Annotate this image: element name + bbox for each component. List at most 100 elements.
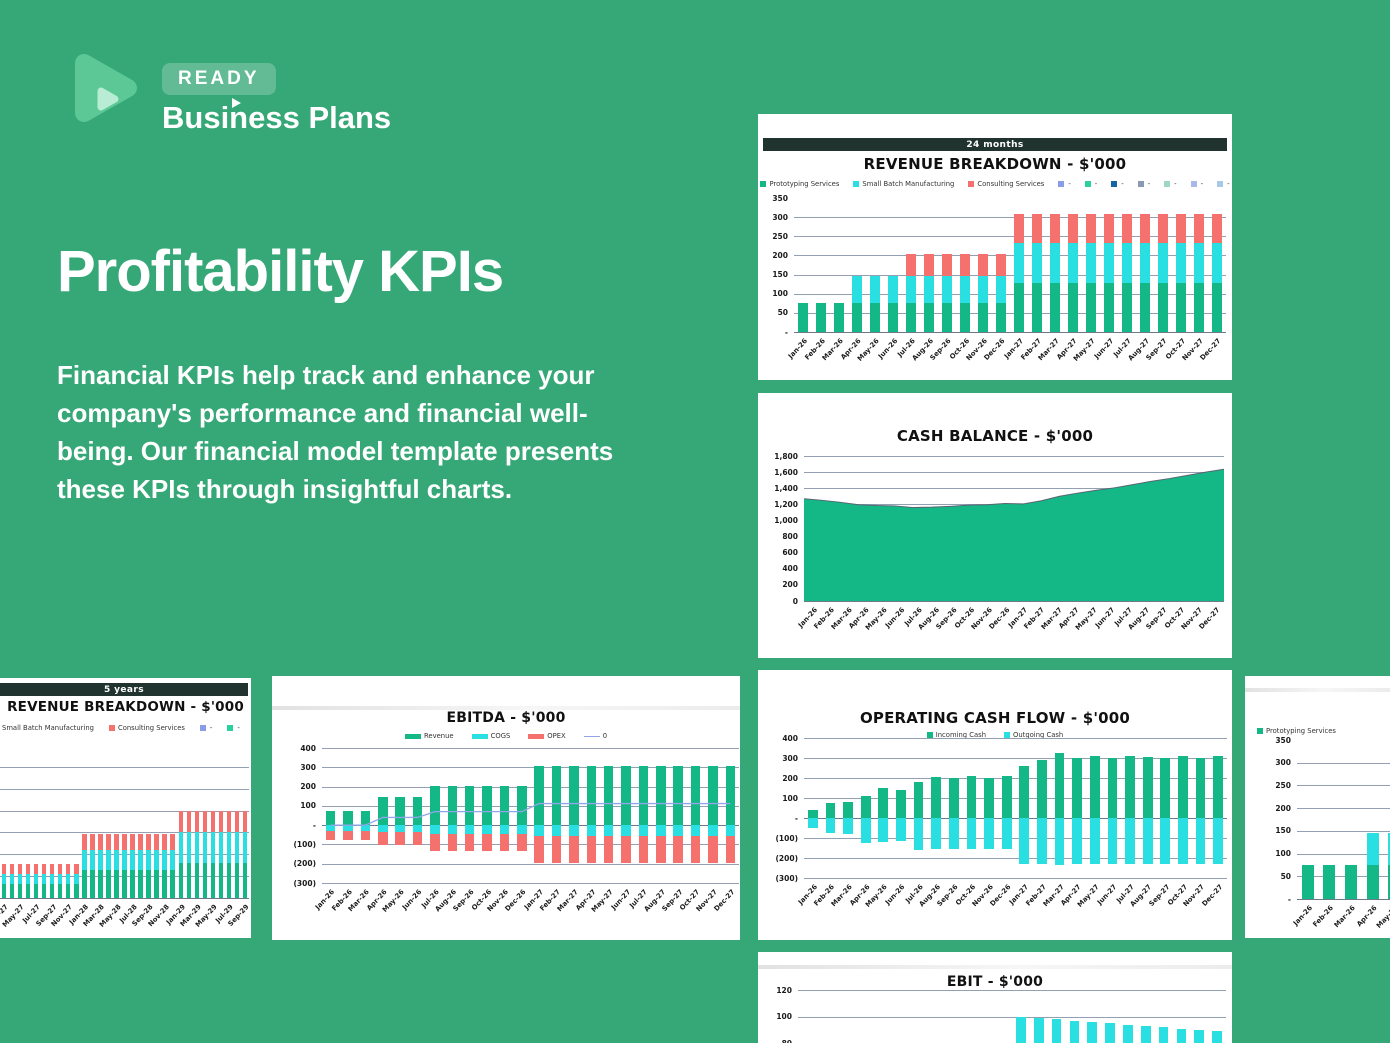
bar-segment-prototyping-services <box>50 884 55 898</box>
bar-segment-opex <box>517 834 527 852</box>
x-axis-labels: Jan-26 Feb-26 Mar-26 Apr-26 May-26 Jun-26 Jul-… <box>314 883 739 925</box>
bar-segment-small-batch-manufacturing <box>154 850 159 871</box>
legend-swatch <box>1004 732 1011 738</box>
bar-segment-small-batch-manufacturing <box>82 850 87 871</box>
grid-line: 200 <box>300 782 739 791</box>
bar-segment-cogs <box>395 825 405 832</box>
y-axis-label: 100 <box>772 289 788 299</box>
bar-segment-small-batch-manufacturing <box>1014 243 1024 283</box>
page-title: Profitability KPIs <box>57 239 504 304</box>
bar-segment-opex <box>343 830 353 840</box>
bar-segment-consulting-services <box>1050 214 1060 244</box>
bar-segment-revenue <box>638 765 649 826</box>
bar-segment-outgoing-cash <box>825 818 836 833</box>
bar-segment-prototyping-services <box>888 303 898 332</box>
bar-segment-outgoing-cash <box>1142 818 1153 864</box>
bar-segment-opex <box>464 834 475 852</box>
grid-line: 200 <box>772 251 1226 260</box>
bar-segment-consulting-services <box>1140 214 1150 244</box>
bar-segment-revenue <box>551 765 562 826</box>
bar-segment-small-batch-manufacturing <box>138 850 143 871</box>
grid-line: 300 <box>782 754 1227 763</box>
legend-swatch <box>1257 728 1263 734</box>
bar-segment-consulting-services <box>50 863 55 875</box>
y-axis-label: 150 <box>772 270 788 280</box>
grid-line: (100) <box>293 840 739 849</box>
bar-segment-consulting-services <box>74 863 79 875</box>
bar-segment-prototyping-services <box>218 862 224 898</box>
bar-segment-prototyping-services <box>816 303 826 332</box>
bar-segment-cogs <box>603 825 614 836</box>
y-axis-label: 100 <box>776 1012 792 1022</box>
legend-swatch <box>926 732 933 738</box>
y-axis-label: 0 <box>792 596 798 606</box>
bar-segment-incoming-cash <box>843 802 853 818</box>
bar-segment-prototyping-services <box>122 870 127 898</box>
y-axis-label: (100) <box>293 839 316 849</box>
bar-segment-small-batch-manufacturing <box>906 276 916 304</box>
bar-segment-opex <box>360 830 371 840</box>
bar-segment-ebit <box>1016 1016 1026 1043</box>
bar-segment-cogs <box>430 825 440 835</box>
y-axis-label: 250 <box>1275 780 1291 790</box>
legend-item-small-batch-manufacturing: Small Batch Manufacturing <box>2 724 94 732</box>
period-tag: 24 months <box>763 138 1227 151</box>
bar-segment-opex <box>482 834 492 852</box>
bar-segment-prototyping-services <box>1301 864 1314 899</box>
bar-segment-consulting-services <box>1014 214 1024 244</box>
bar-segment-small-batch-manufacturing <box>122 850 127 871</box>
x-axis-label: Jan-26 <box>1291 904 1314 928</box>
bar-segment-consulting-services <box>154 834 159 851</box>
legend-swatch <box>1058 181 1065 187</box>
bar-segment-incoming-cash <box>1001 776 1012 818</box>
chart-plot: 120 100 80 <box>776 986 1226 1043</box>
legend-label: Revenue <box>423 732 454 740</box>
bar-segment-prototyping-services <box>1158 282 1168 332</box>
grid-line: 350 <box>772 194 1226 203</box>
bar-segment-prototyping-services <box>25 884 31 898</box>
y-axis-label: 80 <box>782 1039 792 1043</box>
bar-segment-small-batch-manufacturing <box>98 850 103 871</box>
grid-line: 100 <box>776 1012 1226 1021</box>
bar-segment-prototyping-services <box>906 303 916 332</box>
brand-i-dot-triangle-icon <box>232 98 241 108</box>
bar-segment-consulting-services <box>1194 214 1204 244</box>
grid-line: 350 <box>1275 736 1390 745</box>
bar-segment-ebit <box>1033 1018 1044 1043</box>
bar-segment-small-batch-manufacturing <box>106 850 111 871</box>
grid-line <box>0 810 249 812</box>
legend-label: Prototyping Services <box>1266 727 1336 735</box>
legend-item-prototyping-services: Prototyping Services <box>1257 727 1336 735</box>
chart-card-cash-balance: CASH BALANCE - $'000 1,800 1,600 1,400 1,20… <box>758 393 1232 658</box>
y-axis-label: 50 <box>777 308 788 318</box>
legend-label: Consulting Services <box>117 724 185 732</box>
period-tag: 5 years <box>0 683 248 696</box>
bar-segment-small-batch-manufacturing <box>9 874 15 885</box>
bar-segment-consulting-services <box>218 810 224 833</box>
bar-segment-incoming-cash <box>1037 760 1047 818</box>
bar-segment-opex <box>447 834 458 852</box>
y-axis-label: - <box>794 813 798 823</box>
chart-title: EBIT - $'000 <box>946 974 1044 990</box>
legend-item-small-batch-manufacturing: Small Batch Manufacturing <box>853 180 954 188</box>
bar-segment-consulting-services <box>90 834 95 851</box>
bar-segment-consulting-services <box>1086 214 1096 244</box>
legend-item-truncated: - <box>1084 180 1097 188</box>
bar-segment-outgoing-cash <box>1001 818 1012 850</box>
legend-label: Outgoing Cash <box>1013 731 1064 739</box>
grid-line: 50 <box>778 308 1226 317</box>
grid-line: (200) <box>293 859 739 868</box>
bar-segment-prototyping-services <box>41 884 47 898</box>
bar-segment-outgoing-cash <box>913 818 924 850</box>
bar-segment-opex <box>325 830 336 840</box>
grid-line: 400 <box>300 744 739 753</box>
bar-segment-consulting-services <box>98 834 103 851</box>
bar-segment-consulting-services <box>942 253 952 277</box>
legend-label: Consulting Services <box>977 180 1045 188</box>
bar-segment-revenue <box>325 810 336 826</box>
bar-segment-consulting-services <box>170 834 175 851</box>
chart-legend: Incoming Cash Outgoing Cash <box>758 731 1232 739</box>
bar-segment-opex <box>621 835 631 863</box>
bar-segment-revenue <box>621 765 631 826</box>
legend-item-prototyping-services: Prototyping Services <box>760 180 839 188</box>
